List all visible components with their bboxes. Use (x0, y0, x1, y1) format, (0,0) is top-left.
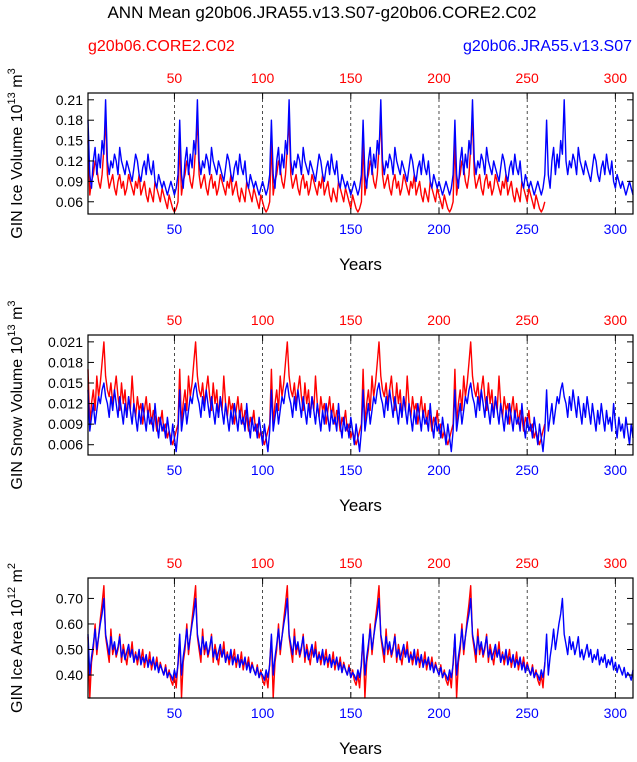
series-line-jra55 (87, 382, 634, 453)
x-tick-label-bottom: 300 (604, 221, 628, 237)
y-tick-label: 0.18 (56, 112, 83, 128)
x-tick-label-top: 100 (251, 555, 275, 571)
y-axis-label: GIN Ice Area 1012 m2 (6, 563, 26, 713)
plot-frame (87, 334, 634, 456)
figure-title: ANN Mean g20b06.JRA55.v13.S07-g20b06.COR… (107, 3, 536, 22)
plot-frame (87, 92, 634, 215)
y-tick-label: 0.006 (48, 437, 83, 453)
y-axis-label: GIN Ice Volume 1013 m3 (6, 68, 26, 238)
y-tick-label: 0.21 (56, 92, 83, 108)
x-tick-label-top: 150 (339, 555, 363, 571)
panel-ice-volume: 0.06 0.09 0.12 0.15 0.18 0.21 50 50 100 100 150 150… (6, 68, 634, 274)
y-tick-label: 0.021 (48, 334, 83, 350)
x-tick-label-bottom: 100 (251, 705, 275, 721)
y-tick-label: 0.40 (56, 667, 83, 683)
x-tick-label-top: 250 (515, 312, 539, 328)
x-tick-label-bottom: 150 (339, 705, 363, 721)
y-axis-label-unit-exponent: 2 (6, 563, 18, 569)
x-tick-label-bottom: 100 (251, 462, 275, 478)
x-tick-label-top: 100 (251, 70, 275, 86)
x-tick-label-bottom: 300 (604, 705, 628, 721)
x-tick-label-top: 250 (515, 555, 539, 571)
series-line-core2 (87, 341, 546, 446)
y-tick-label: 0.15 (56, 133, 83, 149)
legend-blue-label: g20b06.JRA55.v13.S07 (463, 38, 632, 55)
series-line-jra55 (87, 597, 634, 681)
y-tick-label: 0.018 (48, 354, 83, 370)
y-axis-label: GIN Snow Volume 1013 m3 (6, 300, 26, 489)
x-tick-label-top: 300 (604, 555, 628, 571)
x-axis-label: Years (339, 739, 382, 758)
x-tick-label-bottom: 300 (604, 462, 628, 478)
y-tick-label: 0.60 (56, 616, 83, 632)
y-axis-label-unit-exponent: 3 (6, 300, 18, 306)
x-tick-label-top: 200 (427, 555, 451, 571)
y-tick-label: 0.70 (56, 590, 83, 606)
legend-red-label: g20b06.CORE2.C02 (88, 38, 235, 55)
series-line-jra55 (87, 99, 634, 196)
y-axis-label-exponent: 13 (6, 324, 18, 336)
x-tick-label-top: 50 (167, 312, 183, 328)
y-axis-label-exponent: 12 (6, 587, 18, 599)
x-tick-label-bottom: 250 (515, 221, 539, 237)
x-tick-label-top: 50 (167, 555, 183, 571)
series-line-core2 (87, 119, 546, 213)
y-axis-label-unit: m (9, 74, 26, 92)
x-axis-label: Years (339, 255, 382, 274)
x-tick-label-bottom: 150 (339, 462, 363, 478)
series-line-core2 (87, 585, 546, 699)
y-tick-label: 0.50 (56, 641, 83, 657)
y-tick-label: 0.12 (56, 153, 83, 169)
y-axis-label-unit: m (9, 307, 26, 325)
x-tick-label-bottom: 50 (167, 462, 183, 478)
y-axis-label-main: GIN Ice Volume 10 (9, 104, 26, 238)
x-tick-label-bottom: 150 (339, 221, 363, 237)
x-tick-label-top: 200 (427, 312, 451, 328)
x-tick-label-top: 300 (604, 312, 628, 328)
panel-snow-volume: 0.006 0.009 0.012 0.015 0.018 0.021 50 50 100 100… (6, 300, 634, 515)
x-axis-label: Years (339, 496, 382, 515)
x-tick-label-bottom: 250 (515, 705, 539, 721)
x-tick-label-top: 50 (167, 70, 183, 86)
y-tick-label: 0.06 (56, 194, 83, 210)
plot-frame (87, 577, 634, 699)
x-tick-label-bottom: 250 (515, 462, 539, 478)
y-tick-label: 0.015 (48, 375, 83, 391)
x-tick-label-top: 200 (427, 70, 451, 86)
panel-ice-area: 0.40 0.50 0.60 0.70 50 50 100 100 150 150 200 200 25… (6, 555, 634, 758)
y-tick-label: 0.09 (56, 173, 83, 189)
x-tick-label-top: 250 (515, 70, 539, 86)
y-axis-label-exponent: 13 (6, 92, 18, 104)
y-axis-label-unit-exponent: 3 (6, 68, 18, 74)
x-tick-label-top: 150 (339, 70, 363, 86)
x-tick-label-bottom: 50 (167, 221, 183, 237)
y-axis-label-unit: m (9, 569, 26, 587)
x-tick-label-bottom: 200 (427, 221, 451, 237)
y-tick-label: 0.012 (48, 396, 83, 412)
y-axis-label-main: GIN Ice Area 10 (9, 599, 26, 713)
y-tick-label: 0.009 (48, 416, 83, 432)
x-tick-label-bottom: 200 (427, 462, 451, 478)
x-tick-label-bottom: 50 (167, 705, 183, 721)
x-tick-label-bottom: 200 (427, 705, 451, 721)
x-tick-label-bottom: 100 (251, 221, 275, 237)
x-tick-label-top: 150 (339, 312, 363, 328)
y-axis-label-main: GIN Snow Volume 10 (9, 336, 26, 489)
x-tick-label-top: 300 (604, 70, 628, 86)
x-tick-label-top: 100 (251, 312, 275, 328)
